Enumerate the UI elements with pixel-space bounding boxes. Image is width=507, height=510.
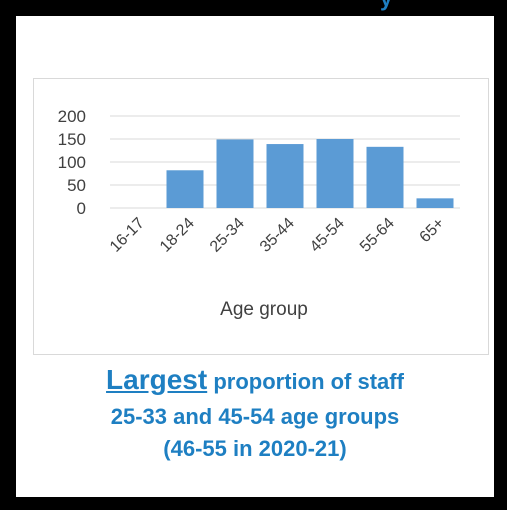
caption-line-3: (46-55 in 2020-21) — [163, 436, 347, 461]
chart-card: 0 50 100 150 200 16-17 18-24 25-34 35-44 45-54 55… — [33, 78, 489, 355]
bar-55-64 — [366, 146, 404, 208]
bar-45-54 — [316, 139, 354, 208]
caption-line-2: 25-33 and 45-54 age groups — [110, 404, 400, 429]
x-tick-label: 25-34 — [207, 215, 248, 256]
top-band: y — [0, 0, 507, 16]
caption-lead: Largest — [106, 364, 208, 395]
caption: Largest proportion of staff 25-33 and 45… — [16, 364, 494, 465]
bar-25-34 — [216, 139, 254, 208]
x-tick-label: 45-54 — [307, 215, 348, 256]
x-tick-label: 65+ — [417, 215, 448, 246]
y-tick-label: 50 — [67, 176, 86, 195]
y-tick-label: 100 — [58, 153, 86, 172]
x-tick-label: 18-24 — [157, 215, 198, 256]
caption-rest: proportion of staff — [207, 369, 404, 394]
bar-chart: 0 50 100 150 200 16-17 18-24 25-34 35-44 45-54 55… — [58, 107, 460, 320]
x-tick-label: 35-44 — [257, 215, 298, 256]
x-tick-label: 16-17 — [107, 215, 148, 256]
bar-18-24 — [166, 170, 204, 208]
bar-65+ — [416, 198, 454, 208]
x-axis-label: Age group — [220, 299, 308, 320]
x-tick-label: 55-64 — [357, 215, 398, 256]
y-tick-label: 0 — [77, 199, 86, 218]
bar-35-44 — [266, 144, 304, 208]
y-tick-label: 200 — [58, 107, 86, 126]
y-tick-label: 150 — [58, 130, 86, 149]
header-partial-text: y — [380, 0, 392, 12]
